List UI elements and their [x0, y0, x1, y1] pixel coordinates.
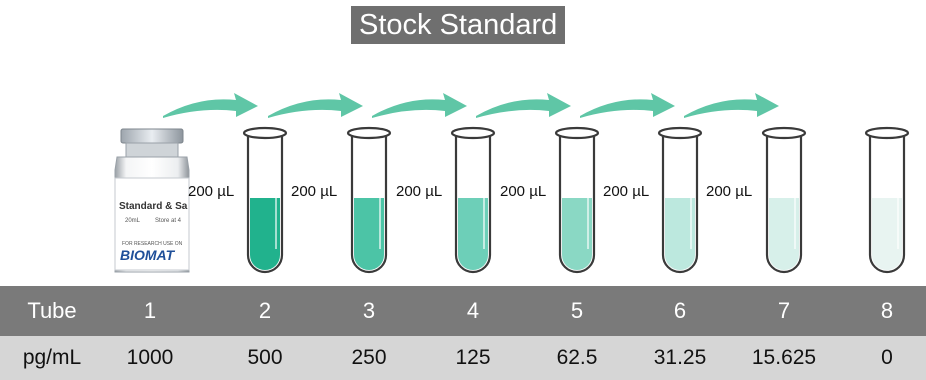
transfer-volume-label-1: 200 µL [188, 183, 235, 200]
tube-7-glass [765, 133, 803, 274]
tube-2-glass [246, 133, 284, 274]
concentration-value-1: 1000 [126, 346, 174, 369]
tube-2 [242, 126, 288, 274]
vial-label-volume: 20mL [125, 218, 141, 224]
tube-2-rim [242, 126, 288, 140]
concentration-value-2: 500 [247, 346, 283, 369]
vial-label-research: FOR RESEARCH USE ON [122, 241, 183, 247]
vial-label-storage: Store at 4 [155, 218, 182, 224]
tube-4-rim [450, 126, 496, 140]
concentration-value-8: 0 [881, 346, 893, 369]
transfer-volume-label-5: 200 µL [603, 183, 650, 200]
stock-vial: Standard & Sa 20mL Store at 4 FOR RESEAR… [114, 128, 190, 273]
tube-4-liquid [458, 198, 488, 270]
concentration-row-label: pg/mL [22, 346, 82, 369]
tube-5-liquid [562, 198, 592, 270]
transfer-arrow-2 [268, 93, 363, 118]
tube-6 [657, 126, 703, 274]
tube-3-glass [350, 133, 388, 274]
transfer-volume-label-6: 200 µL [706, 183, 753, 200]
tube-7-rim [761, 126, 807, 140]
concentration-value-7: 15.625 [751, 346, 817, 369]
transfer-volume-label-4: 200 µL [500, 183, 547, 200]
tube-8-glass [868, 133, 906, 274]
tube-number-5: 5 [570, 298, 584, 323]
tube-5 [554, 126, 600, 274]
tube-5-glass [558, 133, 596, 274]
concentration-value-3: 250 [351, 346, 387, 369]
concentration-value-6: 31.25 [653, 346, 707, 369]
tube-2-liquid [250, 198, 280, 270]
tube-6-glass [661, 133, 699, 274]
tube-3 [346, 126, 392, 274]
tube-number-4: 4 [466, 298, 480, 323]
transfer-arrow-6 [684, 93, 779, 118]
tube-3-rim [346, 126, 392, 140]
tube-rack [242, 126, 910, 274]
tube-number-2: 2 [258, 298, 272, 323]
tube-row-label: Tube [27, 298, 77, 323]
tube-number-7: 7 [777, 298, 791, 323]
tube-3-liquid [354, 198, 384, 270]
tube-number-1: 1 [143, 298, 157, 323]
transfer-volume-label-3: 200 µL [396, 183, 443, 200]
tube-number-8: 8 [880, 298, 894, 323]
tube-8-rim [864, 126, 910, 140]
tube-8-liquid [872, 198, 902, 270]
transfer-arrows [163, 93, 779, 118]
transfer-arrow-4 [476, 93, 571, 118]
tube-7 [761, 126, 807, 274]
tube-4 [450, 126, 496, 274]
vial-brand-logo: BIOMAT [120, 247, 176, 263]
tube-5-rim [554, 126, 600, 140]
tube-number-3: 3 [362, 298, 376, 323]
tube-6-liquid [665, 198, 695, 270]
tube-4-glass [454, 133, 492, 274]
dilution-diagram: Standard & Sa 20mL Store at 4 FOR RESEAR… [114, 93, 910, 274]
vial-label-title: Standard & Sa [119, 201, 188, 212]
tube-8 [864, 126, 910, 274]
transfer-volume-label-2: 200 µL [291, 183, 338, 200]
stock-standard-title: Stock Standard [351, 6, 566, 44]
transfer-arrow-3 [372, 93, 467, 118]
concentration-row: pg/mL 1000 500 250 125 62.5 31.25 15.625 0 [0, 336, 926, 380]
concentration-value-4: 125 [455, 346, 491, 369]
tube-number-6: 6 [673, 298, 687, 323]
tube-7-liquid [769, 198, 799, 270]
tube-number-row: Tube 1 2 3 4 5 6 7 8 [0, 286, 926, 336]
transfer-arrow-5 [580, 93, 675, 118]
concentration-value-5: 62.5 [556, 346, 598, 369]
transfer-arrow-1 [163, 93, 258, 118]
tube-6-rim [657, 126, 703, 140]
